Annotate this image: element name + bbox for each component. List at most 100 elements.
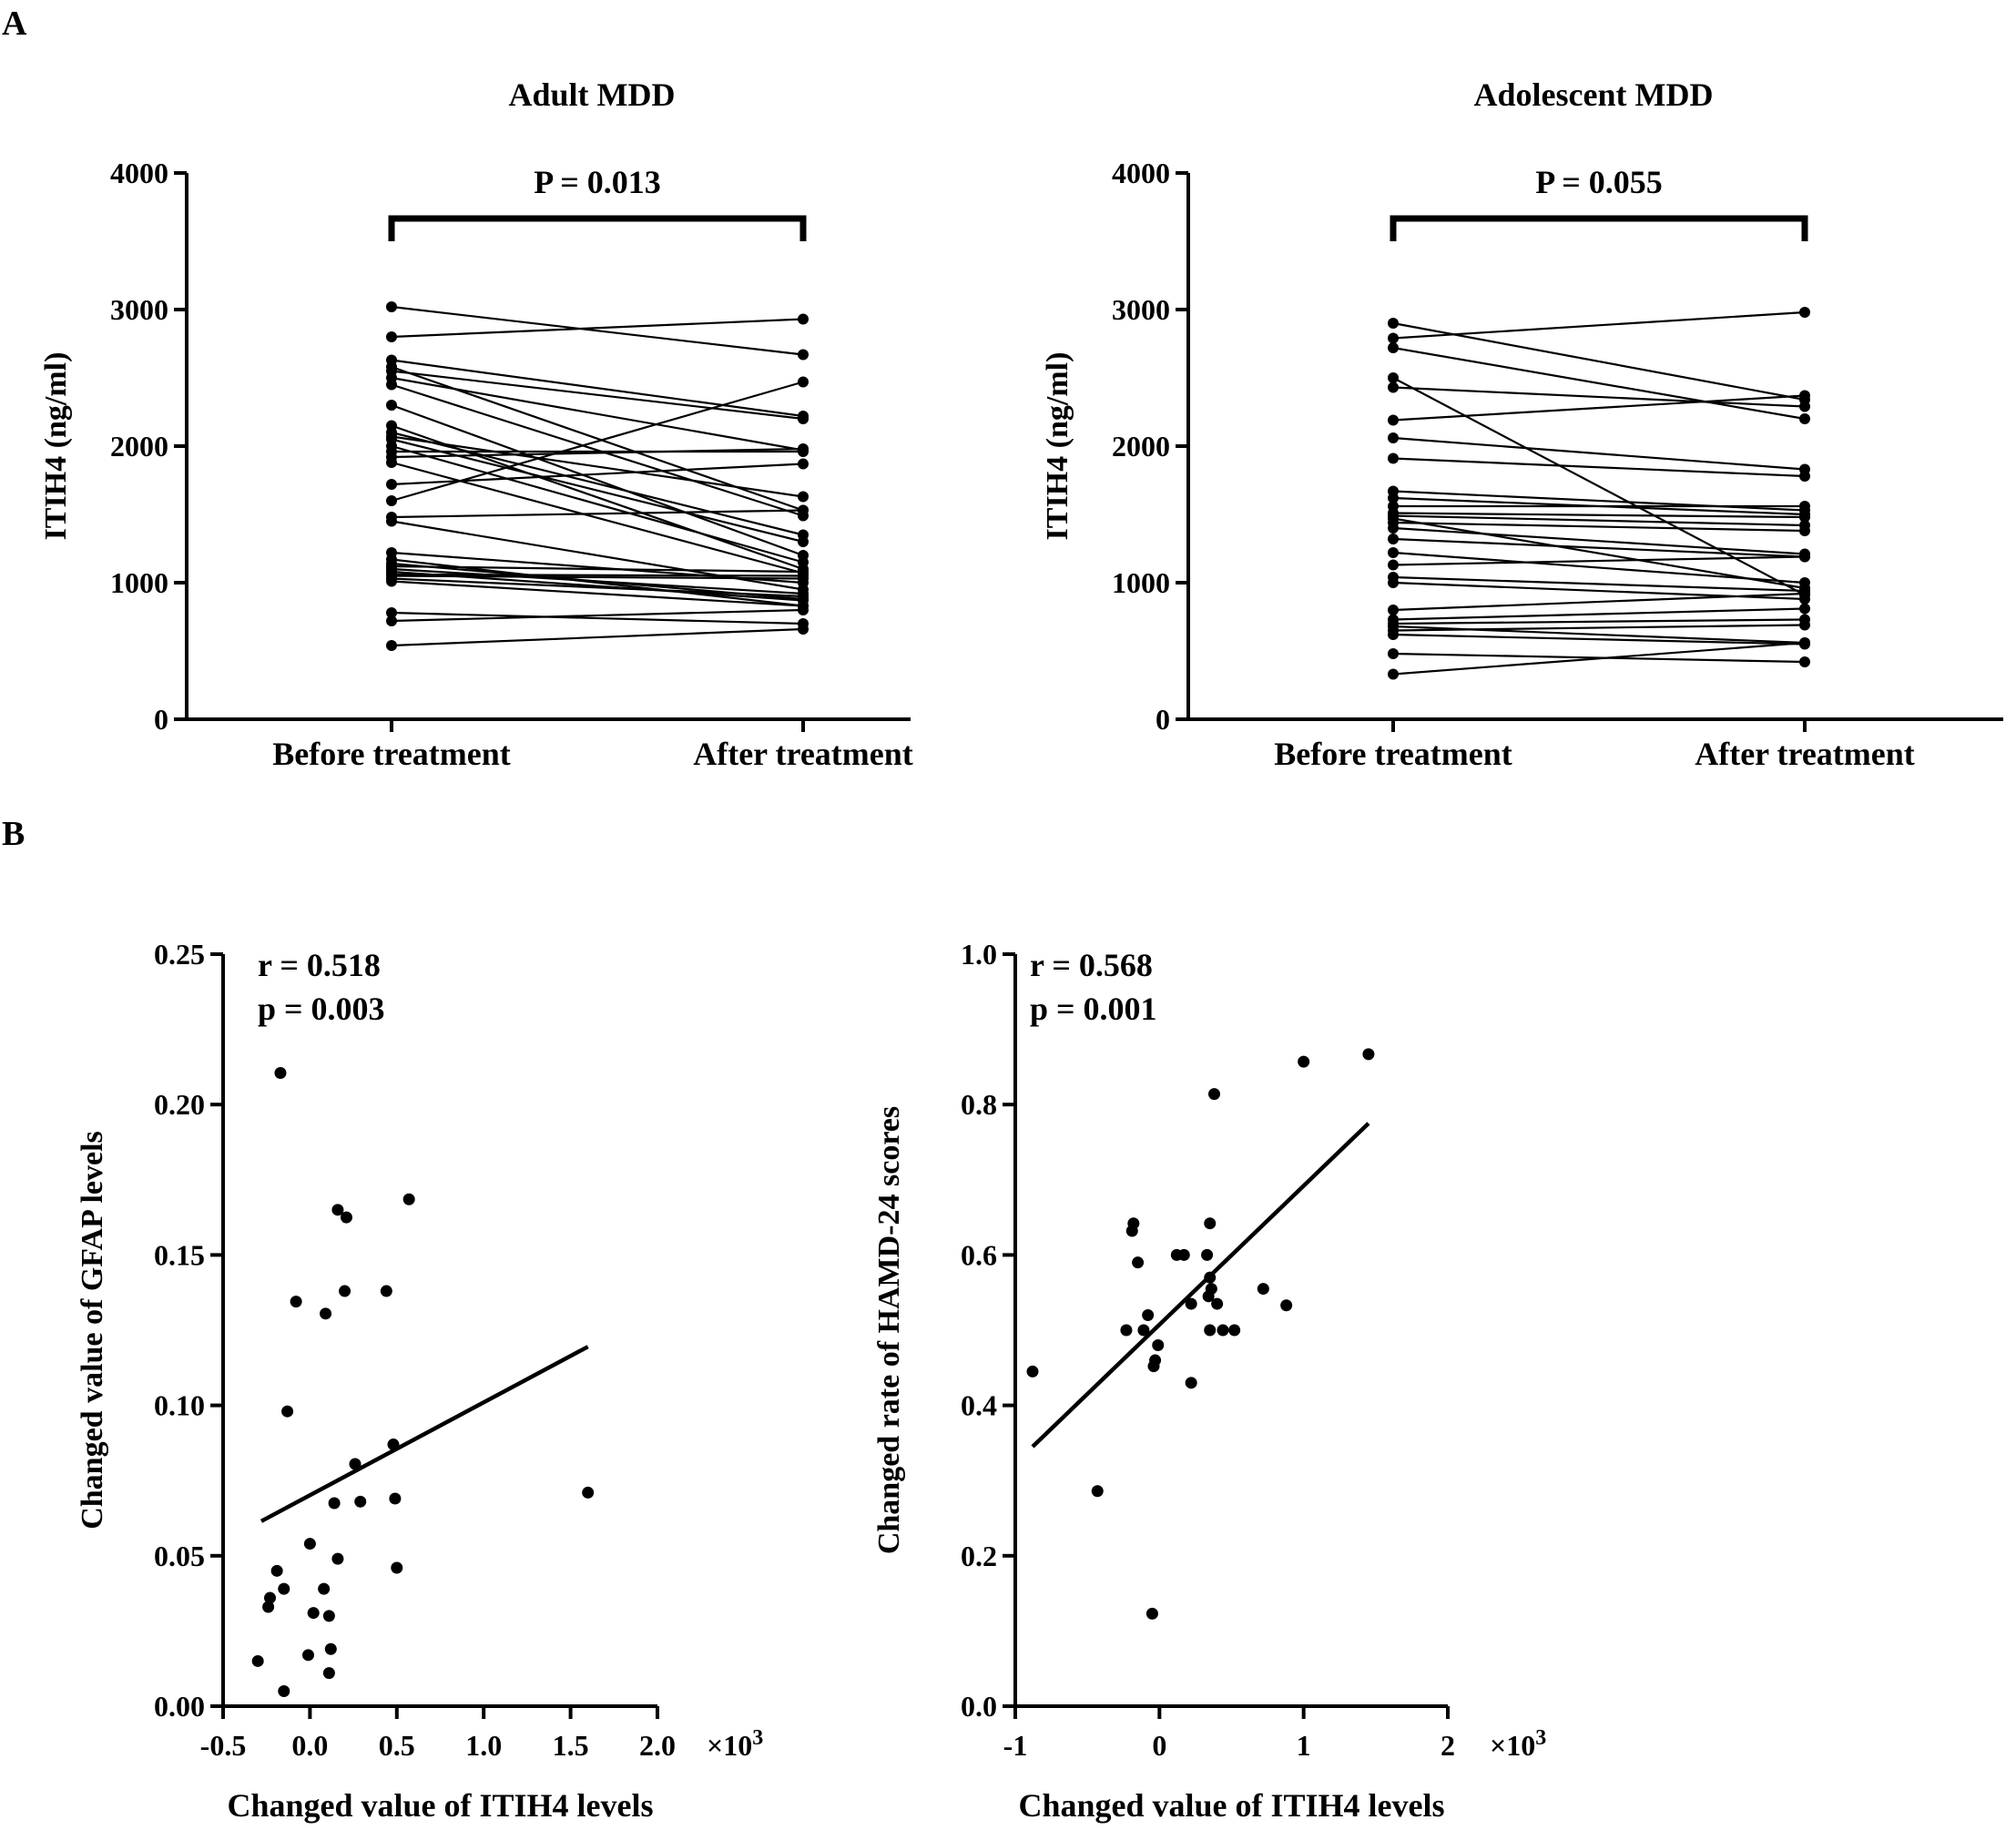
scatter-point [307, 1607, 320, 1620]
before-point [1388, 523, 1399, 534]
paired-line [391, 611, 804, 625]
scatter-point [354, 1495, 367, 1508]
paired-line [1392, 641, 1806, 676]
paired-line [391, 431, 804, 536]
before-point [1388, 534, 1399, 544]
paired-line [391, 438, 804, 544]
p-value-annotation: P = 0.013 [534, 164, 661, 200]
paired-line [1392, 624, 1806, 632]
paired-line [391, 564, 804, 574]
paired-line [1392, 321, 1806, 402]
after-point [1799, 512, 1810, 523]
before-point [386, 379, 397, 391]
y-axis-label: Changed value of GFAP levels [76, 1131, 109, 1530]
after-point [1799, 551, 1810, 563]
before-point [1388, 493, 1399, 503]
chart-gfap-scatter: 0.00 0.05 0.10 0.15 0.20 0.25 -0.5 0.0 0.5 1.0 1.5… [76, 938, 763, 1824]
paired-line [391, 370, 804, 421]
scatter-point [251, 1654, 264, 1667]
regression-line [260, 1345, 589, 1523]
scatter-point [270, 1564, 283, 1577]
before-point [1388, 342, 1399, 353]
before-point [386, 457, 397, 468]
after-point [798, 413, 809, 424]
y-tick-label: 0.10 [154, 1389, 205, 1422]
paired-line [391, 435, 804, 498]
paired-line [1392, 346, 1806, 421]
panel-letter-a: A [2, 5, 27, 43]
paired-line [1392, 310, 1806, 340]
before-point [1388, 452, 1399, 464]
chart-adolescent-mdd: Adolescent MDD 0 1000 2000 3000 4000 Before tr… [1041, 76, 2003, 772]
before-point [1388, 605, 1399, 615]
before-point [386, 495, 397, 506]
scatter-point [389, 1492, 402, 1505]
before-point [386, 615, 397, 626]
y-tick-label: 0.2 [961, 1540, 997, 1572]
y-tick-label: 3000 [1112, 293, 1170, 326]
x-tick-label: -0.5 [200, 1729, 247, 1762]
scatter-point [1202, 1290, 1215, 1303]
chart-title: Adolescent MDD [1474, 76, 1714, 113]
paired-line [1392, 512, 1806, 519]
before-point [386, 575, 397, 587]
before-point [1388, 332, 1399, 344]
scatter-point [278, 1684, 290, 1697]
after-point [1799, 307, 1810, 318]
before-point [1388, 381, 1399, 393]
paired-line [391, 627, 804, 647]
scatter-point [1201, 1248, 1214, 1261]
paired-line [1392, 517, 1806, 590]
y-tick-label: 0.8 [961, 1088, 997, 1121]
before-point [1388, 668, 1399, 680]
scatter-point [1152, 1339, 1165, 1352]
y-tick-label: 4000 [1112, 157, 1170, 189]
x-tick-label: 1 [1297, 1729, 1311, 1762]
before-point [1388, 414, 1399, 426]
x-tick-label: -1 [1003, 1729, 1028, 1762]
x-tick-label: 1.0 [465, 1729, 502, 1762]
y-axis-label: ITIH4 (ng/ml) [1041, 352, 1074, 541]
paired-line [1392, 592, 1806, 612]
after-point [798, 458, 809, 470]
paired-line [1392, 457, 1806, 478]
y-tick-label: 2000 [110, 430, 168, 463]
regression-line [1031, 1122, 1370, 1449]
scatter-point [1026, 1365, 1039, 1378]
scatter-point [391, 1561, 403, 1574]
x-tick-label: 0 [1152, 1729, 1166, 1762]
before-point [386, 301, 397, 312]
paired-line [391, 577, 804, 598]
paired-line [1392, 555, 1806, 566]
scatter-point [1298, 1055, 1310, 1068]
paired-line [1392, 436, 1806, 471]
scatter-point [301, 1649, 314, 1662]
paired-line [1392, 521, 1806, 533]
significance-bracket [388, 215, 807, 241]
paired-line [391, 318, 804, 339]
scatter-point [1208, 1088, 1220, 1101]
after-point [798, 605, 809, 615]
chart-hamd-scatter: 0.0 0.2 0.4 0.6 0.8 1.0 -1 0 1 2 ×103 Changed value… [872, 938, 1546, 1824]
scatter-point [339, 1285, 351, 1297]
scatter-point [1211, 1297, 1224, 1310]
x-category-label: Before treatment [272, 736, 511, 772]
x-tick-label: 2.0 [639, 1729, 676, 1762]
chart-title: Adult MDD [508, 76, 675, 113]
before-point [386, 640, 397, 651]
significance-bracket [1390, 215, 1808, 241]
scatter-point [1280, 1299, 1293, 1312]
p-value: p = 0.003 [258, 991, 385, 1027]
scatter-point [274, 1067, 287, 1080]
x-tick-label: 0.0 [291, 1729, 328, 1762]
scatter-point [324, 1642, 337, 1655]
paired-line [391, 305, 804, 356]
after-point [1799, 656, 1810, 667]
x-multiplier-exponent: 3 [752, 1726, 763, 1750]
scatter-point [278, 1582, 290, 1595]
before-point [386, 607, 397, 618]
before-point [386, 479, 397, 490]
paired-line [391, 376, 804, 452]
y-tick-label: 0.4 [961, 1389, 997, 1422]
